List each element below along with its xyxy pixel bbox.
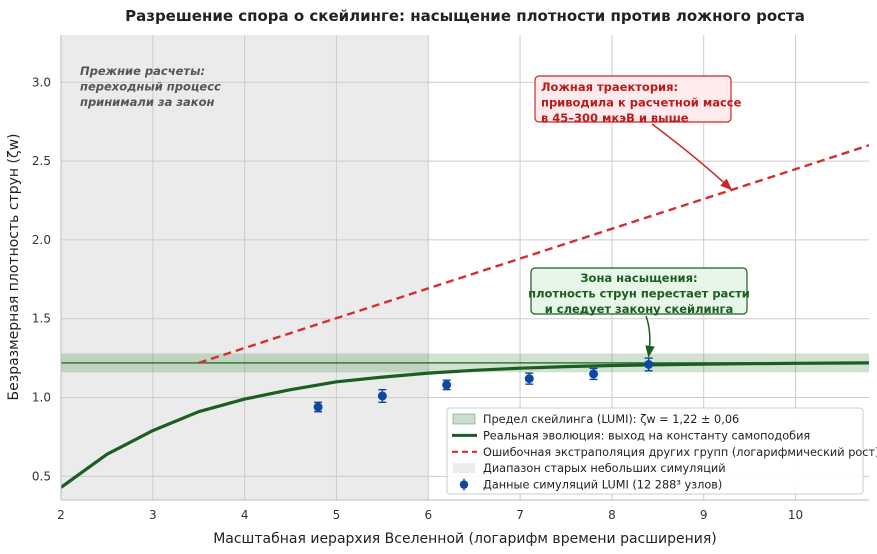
y-tick-label: 2.5 — [32, 154, 51, 168]
saturation-zone-note: Зона насыщения: плотность струн перестает… — [528, 271, 750, 316]
legend-swatch-region — [453, 463, 475, 474]
false-trajectory-note-line: приводила к расчетной массе — [541, 96, 742, 110]
legend-label: Предел скейлинга (LUMI): ζw = 1,22 ± 0,0… — [483, 413, 739, 426]
x-tick-label: 5 — [333, 508, 341, 522]
x-tick-label: 9 — [700, 508, 708, 522]
x-tick-label: 8 — [608, 508, 616, 522]
legend-label: Реальная эволюция: выход на константу са… — [483, 429, 810, 442]
y-tick-label: 0.5 — [32, 469, 51, 483]
y-axis-label: Безразмерная плотность струн (ζw) — [6, 134, 22, 401]
old-calculations-note-line: принимали за закон — [80, 95, 214, 109]
plot-area: 2 3 4 5 6 7 8 9 10 0.5 1.0 1.5 2.0 2.5 3.0 Прежние расч… — [32, 35, 877, 522]
legend-swatch-band — [452, 413, 476, 425]
false-trajectory-note: Ложная траектория: приводила к расчетной … — [541, 80, 742, 125]
false-trajectory-note-line: Ложная траектория: — [541, 80, 678, 94]
x-tick-label: 7 — [516, 508, 524, 522]
false-extrapolation-line — [198, 144, 869, 365]
legend-label: Ошибочная экстраполяция других групп (ло… — [483, 446, 877, 459]
chart-title: Разрешение спора о скейлинге: насыщение … — [125, 7, 805, 25]
legend-label: Диапазон старых небольших симуляций — [483, 462, 726, 475]
x-axis-label: Масштабная иерархия Вселенной (логарифм … — [213, 531, 717, 547]
false-trajectory-note-line: в 45–300 мкэВ и выше — [541, 111, 689, 125]
legend-box — [446, 407, 864, 495]
legend-swatch-point — [459, 480, 469, 489]
saturation-zone-note-line: плотность струн перестает расти — [528, 287, 750, 301]
old-calculations-note-line: Прежние расчеты: — [80, 64, 205, 78]
real-evolution-line — [61, 361, 869, 489]
data-point — [644, 359, 654, 369]
legend-label: Данные симуляций LUMI (12 288³ узлов) — [483, 479, 722, 492]
saturation-zone-note-line: и следует закону скейлинга — [545, 302, 734, 316]
saturation-zone-note-line: Зона насыщения: — [580, 271, 697, 285]
false-trajectory-box — [534, 75, 732, 123]
data-point — [589, 369, 599, 379]
x-tick-label: 4 — [241, 508, 249, 522]
y-tick-label: 1.5 — [32, 312, 51, 326]
old-calculations-note-line: переходный процесс — [80, 80, 221, 94]
data-point — [442, 380, 452, 390]
y-tick-label: 3.0 — [32, 75, 51, 89]
old-calculations-note: Прежние расчеты: переходный процесс приним… — [80, 64, 221, 109]
y-tick-label: 2.0 — [32, 233, 51, 247]
x-tick-label: 10 — [788, 508, 803, 522]
x-tick-label: 6 — [424, 508, 432, 522]
x-tick-label: 2 — [57, 508, 65, 522]
x-tick-label: 3 — [149, 508, 157, 522]
data-point — [524, 374, 534, 384]
saturation-zone-box — [530, 267, 748, 315]
y-tick-label: 1.0 — [32, 391, 51, 405]
false-trajectory-arrow — [651, 123, 733, 191]
data-point — [313, 402, 323, 412]
saturation-zone-arrow — [645, 315, 655, 358]
data-point — [377, 391, 387, 401]
